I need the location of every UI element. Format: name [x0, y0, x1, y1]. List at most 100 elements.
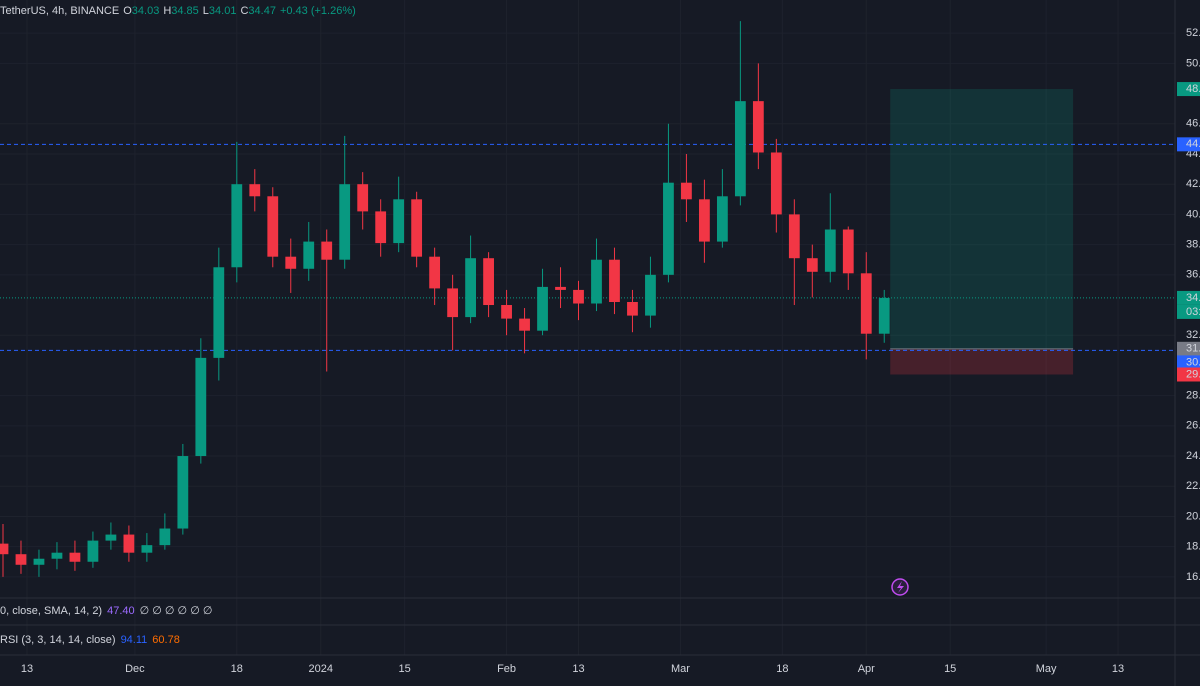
y-tick-label: 52.: [1186, 27, 1200, 39]
candle-body: [123, 534, 135, 553]
price-label-box: [1177, 341, 1200, 356]
x-tick-label: May: [1036, 663, 1057, 675]
indicator-name: 0, close, SMA, 14, 2): [0, 605, 102, 617]
x-tick-label: 15: [399, 663, 411, 675]
x-tick-label: Apr: [858, 663, 875, 675]
candle-body: [501, 305, 512, 319]
countdown: 03:: [1186, 306, 1200, 318]
candle-body: [375, 211, 387, 244]
indicator-legend: RSI (3, 3, 14, 14, close) 94.11 60.78: [0, 634, 180, 646]
candle-body: [842, 229, 854, 274]
ohlc-value: 34.47: [248, 5, 276, 17]
price-label-box: [1177, 290, 1200, 305]
stop-loss-zone: [890, 348, 1074, 375]
x-tick-label: 18: [776, 663, 788, 675]
y-tick-label: 22.: [1186, 480, 1200, 492]
countdown-box: [1177, 304, 1200, 319]
overlay: [0, 89, 1175, 375]
candle-body: [627, 302, 638, 316]
candle-body: [537, 286, 548, 331]
legend-header: TetherUS, 4h, BINANCE O34.03 H34.85 L34.01 C…: [0, 5, 356, 17]
candle-body: [716, 196, 728, 242]
candle-body: [213, 267, 225, 358]
candle-body: [663, 182, 674, 275]
candle-body: [770, 152, 782, 215]
ohlc-value: 34.03: [132, 5, 160, 17]
y-tick-label: 26.: [1186, 420, 1200, 432]
candle-body: [699, 199, 710, 242]
candles: [0, 21, 890, 577]
ohlc-label: C: [240, 5, 248, 17]
candle-body: [87, 540, 99, 562]
symbol: TetherUS, 4h, BINANCE: [0, 5, 119, 17]
candle-body: [303, 241, 315, 269]
indicator-value: 47.40: [107, 605, 135, 617]
ohlc-label: O: [123, 5, 132, 17]
x-tick-label: 2024: [308, 663, 332, 675]
y-tick-label: 32.: [1186, 329, 1200, 341]
price-label: 34.: [1186, 292, 1200, 304]
candle-body: [267, 196, 279, 257]
candle-body: [195, 357, 207, 457]
candle-body: [591, 259, 602, 304]
change: +0.43 (+1.26%): [280, 5, 356, 17]
ohlc-value: 34.85: [171, 5, 199, 17]
take-profit-zone: [890, 89, 1074, 349]
y-tick-label: 46.: [1186, 118, 1200, 130]
candle-body: [752, 101, 764, 153]
y-tick-label: 20.: [1186, 510, 1200, 522]
candle-body: [573, 289, 584, 304]
price-label-box: [1177, 82, 1200, 97]
x-tick-label: 15: [944, 663, 956, 675]
candle-body: [231, 184, 243, 268]
x-tick-label: Dec: [125, 663, 145, 675]
candle-body: [393, 199, 405, 244]
candle-body: [159, 528, 171, 546]
lightning-glyph: [897, 581, 904, 593]
candle-body: [15, 554, 27, 565]
candle-body: [860, 273, 872, 334]
candle-body: [609, 259, 620, 302]
y-tick-label: 50.: [1186, 57, 1200, 69]
candle-body: [339, 184, 351, 260]
candle-body: [806, 258, 818, 272]
candle-body: [555, 286, 566, 290]
candle-body: [645, 274, 656, 316]
price-label: 30.: [1186, 356, 1200, 368]
price-label: 44.: [1186, 138, 1200, 150]
candle-body: [411, 199, 423, 257]
candle-body: [51, 552, 63, 559]
ohlc-value: 34.01: [209, 5, 237, 17]
y-tick-label: 42.: [1186, 178, 1200, 190]
indicator-legend: 0, close, SMA, 14, 2) 47.40 ∅ ∅ ∅ ∅ ∅ ∅: [0, 605, 212, 617]
y-tick-label: 28.: [1186, 390, 1200, 402]
candle-body: [465, 258, 476, 318]
candle-body: [429, 256, 441, 289]
candle-body: [483, 258, 494, 306]
candle-body: [357, 184, 369, 212]
x-tick-label: Mar: [671, 663, 690, 675]
candle-body: [33, 558, 45, 565]
x-tick-label: 13: [21, 663, 33, 675]
candle-body: [69, 552, 81, 562]
candle-body: [321, 241, 333, 260]
indicator-na: ∅ ∅ ∅ ∅ ∅ ∅: [140, 605, 213, 617]
candle-body: [249, 184, 261, 197]
y-tick-label: 40.: [1186, 208, 1200, 220]
candle-body: [788, 214, 800, 259]
x-tick-label: Feb: [497, 663, 516, 675]
candle-body: [105, 534, 117, 541]
indicator-name: RSI (3, 3, 14, 14, close): [0, 634, 116, 646]
price-label: 29.: [1186, 368, 1200, 380]
price-label-box: [1177, 137, 1200, 152]
y-tick-label: 18.: [1186, 541, 1200, 553]
x-tick-label: 18: [231, 663, 243, 675]
x-tick-label: 13: [572, 663, 584, 675]
ohlc-label: H: [163, 5, 171, 17]
price-label: 48.: [1186, 83, 1200, 95]
candle-body: [0, 543, 9, 555]
indicator-value: 60.78: [152, 634, 180, 646]
y-tick-label: 38.: [1186, 239, 1200, 251]
